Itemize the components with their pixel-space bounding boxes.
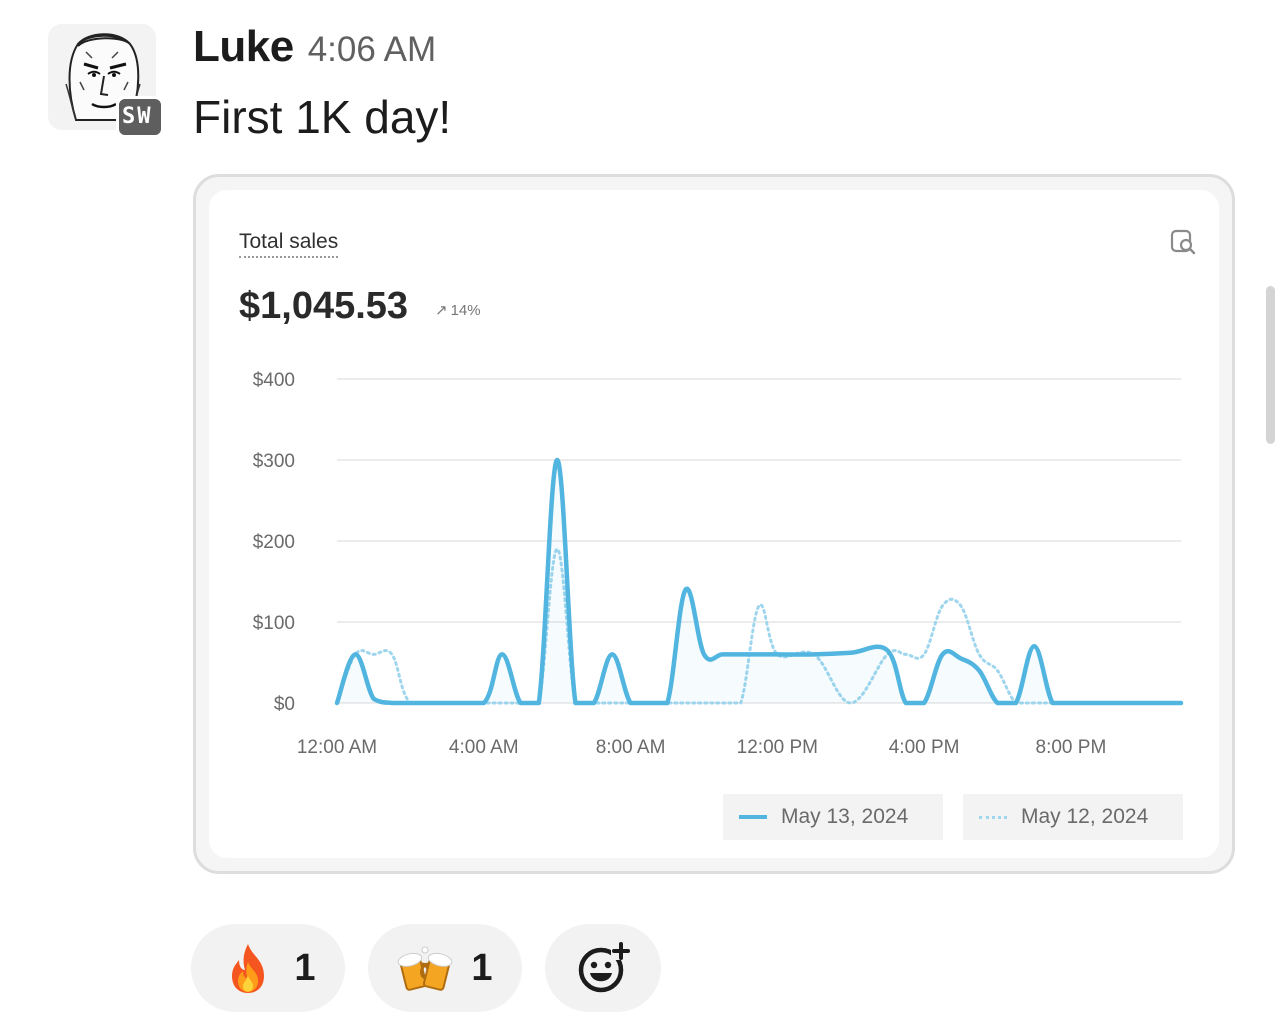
message-header: Luke 4:06 AM — [193, 22, 436, 72]
avatar[interactable] — [48, 24, 156, 130]
legend-label-may-13: May 13, 2024 — [781, 805, 909, 828]
message-timestamp[interactable]: 4:06 AM — [307, 30, 437, 69]
avatar-badge: SW — [116, 96, 164, 138]
series-line-may-12[interactable] — [335, 547, 1183, 705]
x-tick-label: 12:00 AM — [297, 737, 377, 758]
add-reaction-button[interactable] — [545, 924, 661, 1012]
x-tick-label: 8:00 PM — [1036, 737, 1107, 758]
fire-icon — [232, 944, 265, 993]
x-tick-label: 4:00 AM — [449, 737, 519, 758]
reaction-beer-count: 1 — [471, 946, 493, 989]
magnifier-page-icon — [1170, 229, 1196, 255]
image-attachment[interactable]: Total sales $1,045.53 ↗ 14% $400 $300 $200 $… — [193, 174, 1235, 874]
series-area-may-13 — [337, 460, 1181, 703]
y-tick-label: $200 — [253, 532, 295, 553]
sales-change: ↗ 14% — [435, 301, 481, 319]
add-reaction-icon — [578, 942, 631, 993]
y-tick-label: $400 — [253, 370, 295, 391]
card-title: Total sales — [239, 230, 339, 258]
x-tick-label: 12:00 PM — [737, 737, 818, 758]
trend-up-icon: ↗ — [435, 302, 448, 319]
y-tick-label: $100 — [253, 613, 295, 634]
author-name[interactable]: Luke — [193, 22, 294, 71]
legend-item-may-13[interactable]: May 13, 2024 — [723, 794, 943, 840]
reaction-fire-count: 1 — [294, 946, 316, 989]
legend-label-may-12: May 12, 2024 — [1021, 805, 1149, 828]
x-tick-label: 8:00 AM — [596, 737, 666, 758]
message-text: First 1K day! — [193, 91, 452, 143]
y-tick-label: $0 — [274, 694, 295, 715]
avatar-face-drawing — [48, 24, 156, 130]
reaction-beer[interactable]: 1 — [368, 924, 522, 1012]
solid-line-swatch — [739, 815, 767, 819]
reaction-fire[interactable]: 1 — [191, 924, 345, 1012]
y-tick-label: $300 — [253, 451, 295, 472]
sales-line-chart: $400 $300 $200 $100 $0 12:00 AM 4:00 AM 8:00 AM… — [253, 370, 1184, 758]
scrollbar-thumb[interactable] — [1266, 286, 1275, 444]
sales-change-percent: 14% — [450, 302, 481, 319]
total-sales-value: $1,045.53 — [239, 285, 409, 327]
series-line-may-13[interactable] — [334, 457, 1184, 706]
dotted-line-swatch — [979, 815, 1007, 819]
x-tick-label: 4:00 PM — [889, 737, 960, 758]
legend-item-may-12[interactable]: May 12, 2024 — [963, 794, 1183, 840]
sales-chart-card: Total sales $1,045.53 ↗ 14% $400 $300 $200 $… — [209, 190, 1219, 858]
clinking-beer-mugs-icon — [398, 946, 453, 991]
